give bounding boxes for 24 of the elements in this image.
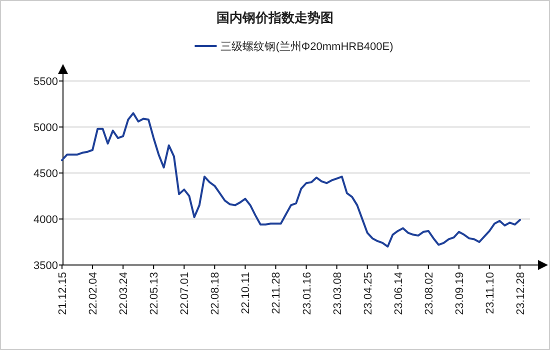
x-tick-label: 23.09.19 <box>454 272 466 315</box>
x-tick-label: 23.12.28 <box>515 272 527 315</box>
x-tick-label: 23.08.02 <box>423 272 436 315</box>
chart-title: 国内钢价指数走势图 <box>216 10 334 25</box>
y-tick-label: 4000 <box>34 214 58 226</box>
y-tick-label: 4500 <box>34 168 58 180</box>
y-tick-label: 5500 <box>34 76 58 88</box>
y-tick-label: 5000 <box>34 122 58 134</box>
legend-label: 三级螺纹钢(兰州Φ20mmHRB400E) <box>220 40 394 53</box>
y-tick-label: 3500 <box>34 260 58 272</box>
x-tick-label: 22.05.13 <box>148 272 161 315</box>
x-tick-label: 21.12.15 <box>57 272 69 315</box>
x-tick-label: 23.06.14 <box>392 272 405 315</box>
x-tick-label: 22.07.01 <box>179 272 192 315</box>
x-tick-label: 23.11.10 <box>484 272 496 314</box>
x-tick-label: 22.11.28 <box>270 272 283 314</box>
line-series <box>61 112 521 248</box>
x-tick-label: 23.04.25 <box>362 272 374 315</box>
x-tick-label: 22.10.11 <box>240 272 252 314</box>
x-tick-label: 23.03.08 <box>332 272 344 315</box>
x-tick-label: 23.01.16 <box>301 272 314 315</box>
x-tick-label: 22.03.24 <box>118 272 130 315</box>
x-tick-label: 22.02.04 <box>88 272 100 315</box>
x-tick-label: 22.08.18 <box>210 272 222 315</box>
